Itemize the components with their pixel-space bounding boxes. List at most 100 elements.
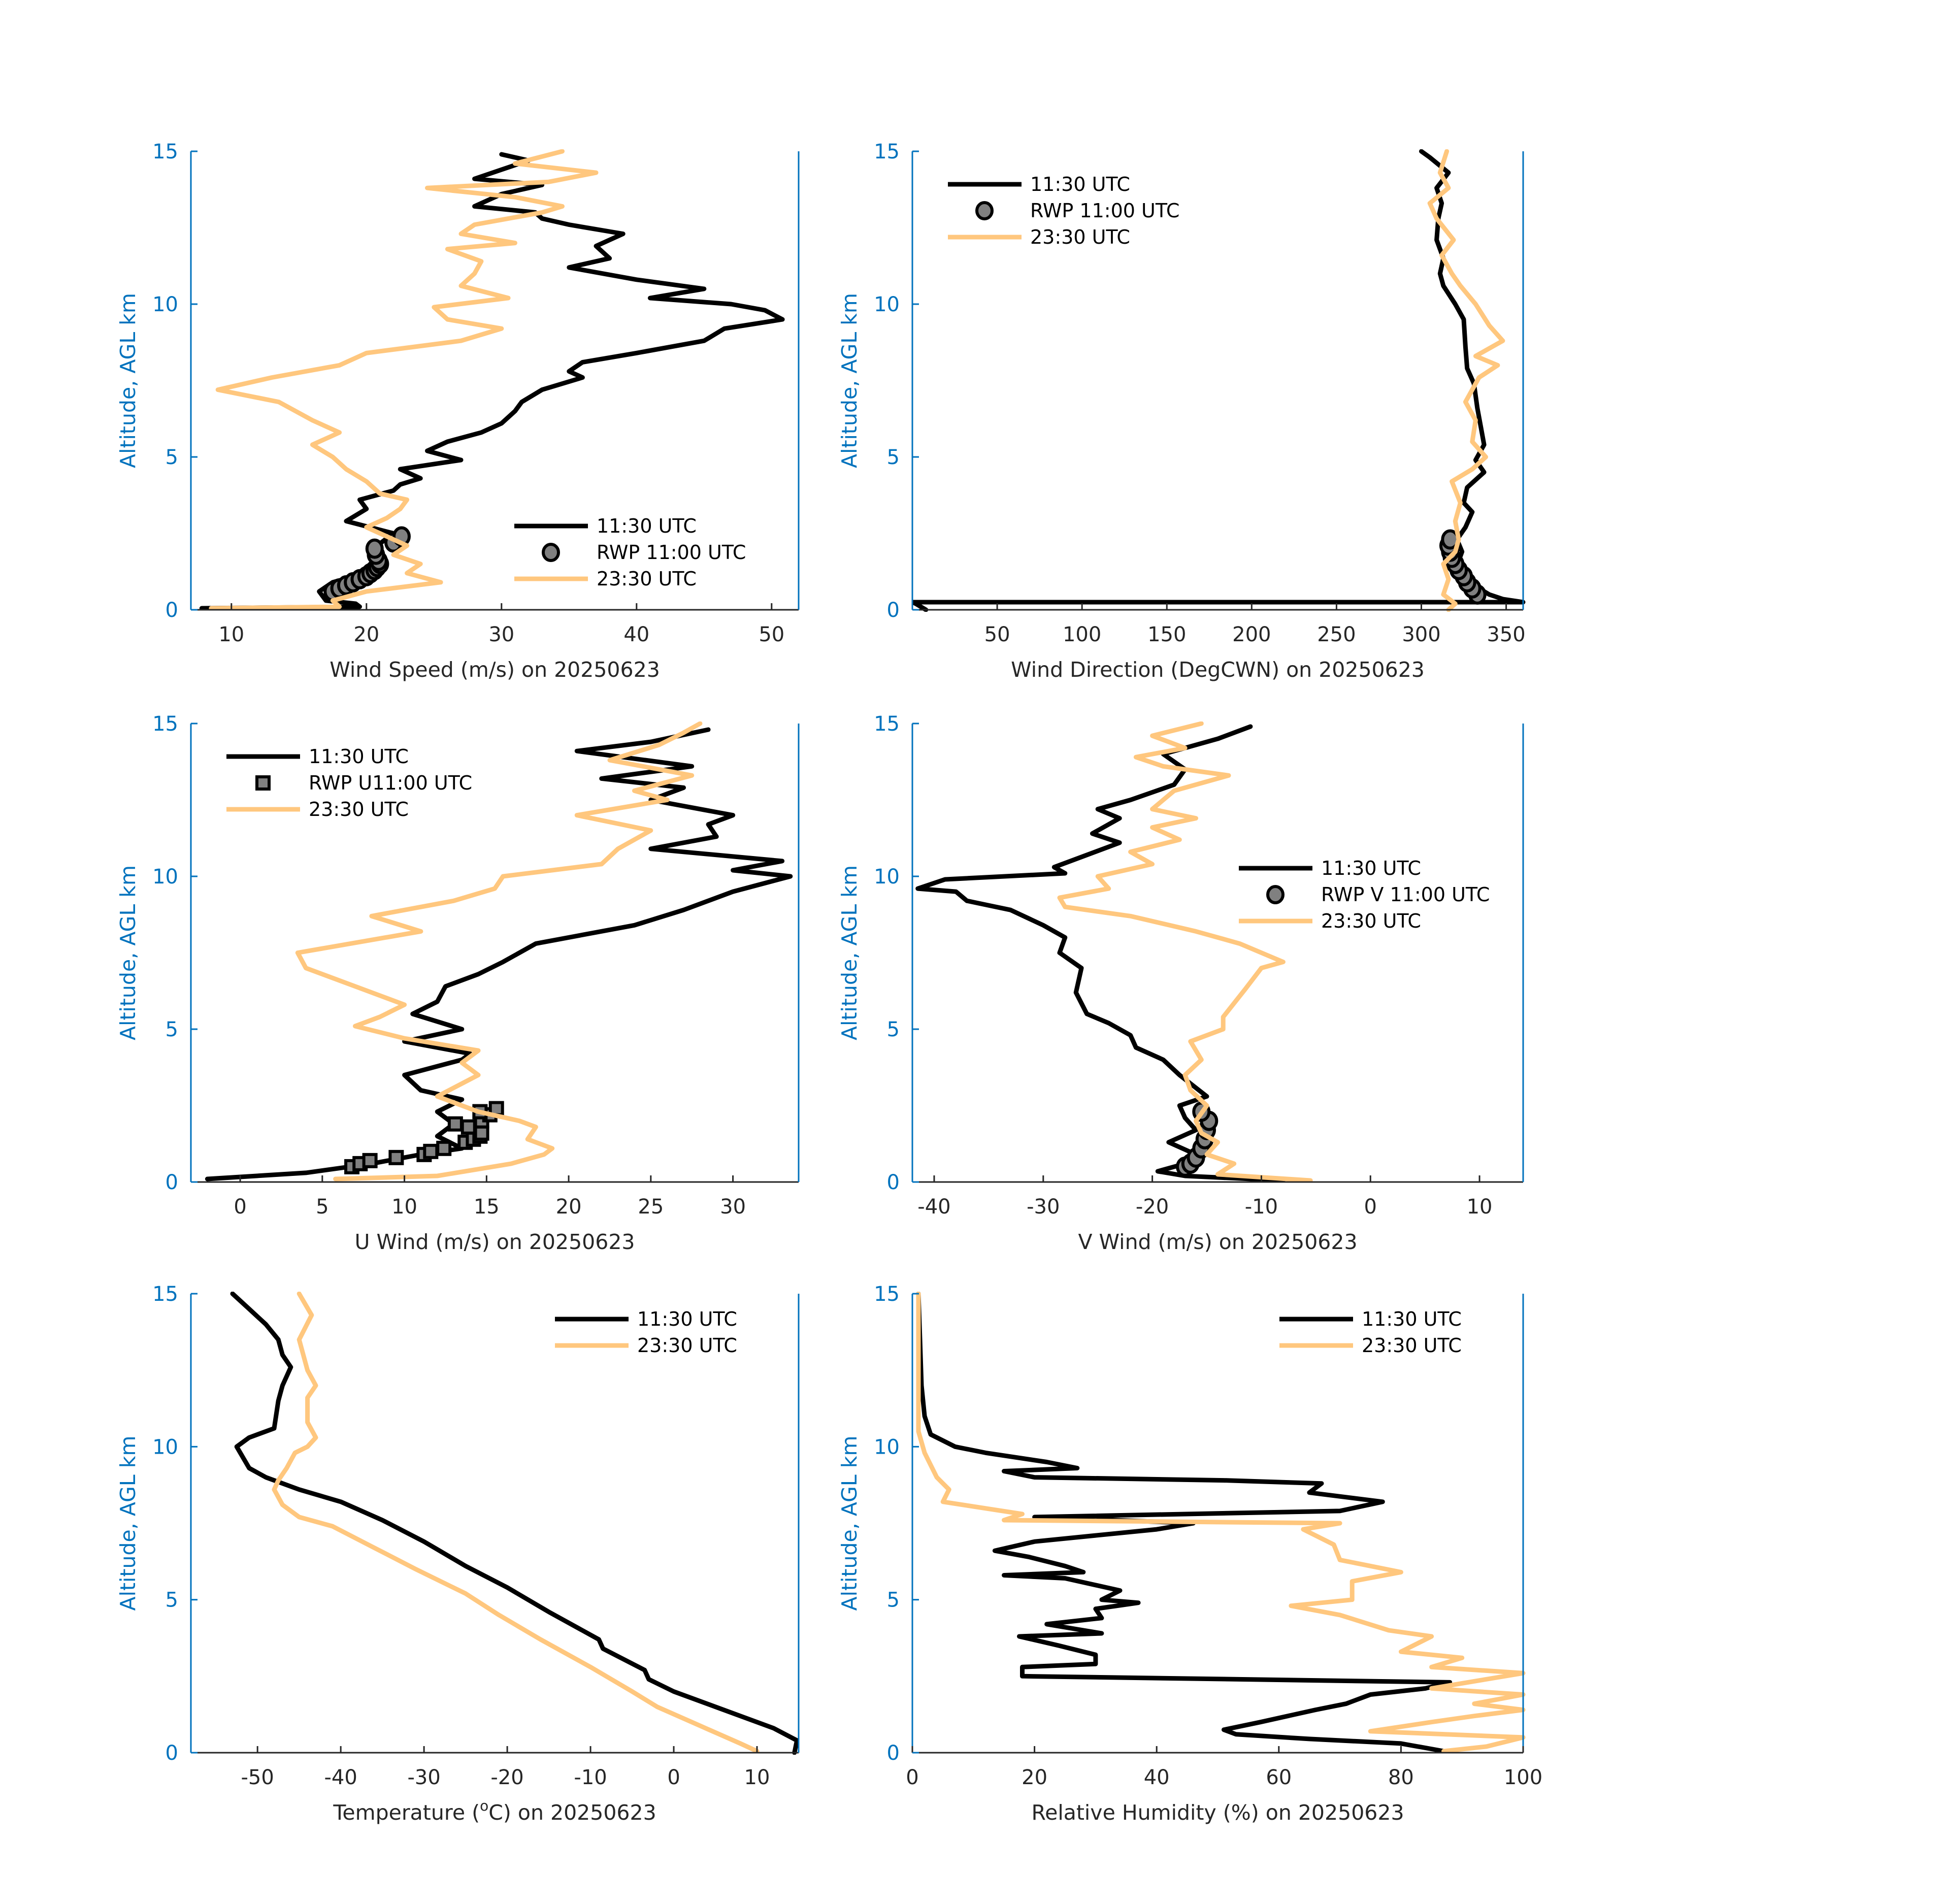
rwp-point (447, 1116, 463, 1132)
rwp-point (474, 1125, 489, 1141)
y-tick-label: 15 (152, 140, 178, 163)
x-tick-label: 10 (1467, 1195, 1493, 1219)
y-tick-label: 15 (874, 140, 900, 163)
plot-area (205, 721, 793, 1181)
y-tick-label: 5 (887, 446, 900, 469)
legend-swatch-marker (542, 543, 560, 562)
y-tick-label: 0 (166, 599, 178, 622)
legend-entry-label: 23:30 UTC (1362, 1334, 1462, 1357)
x-axis-label: Relative Humidity (%) on 20250623 (1031, 1800, 1404, 1825)
legend-entry-label: 23:30 UTC (309, 798, 409, 820)
y-tick-label: 10 (152, 1435, 178, 1459)
y-tick-label: 15 (152, 712, 178, 736)
legend: 11:30 UTC RWP U11:00 UTC 23:30 UTC (226, 745, 472, 820)
y-tick-label: 5 (166, 446, 178, 469)
series-line-23-30-utc (1427, 149, 1505, 612)
series-line-23-30-utc (209, 149, 599, 611)
x-tick-label: 100 (1063, 623, 1101, 646)
legend: 11:30 UTC RWP V 11:00 UTC 23:30 UTC (1239, 857, 1490, 932)
legend-entry-label: 11:30 UTC (597, 515, 697, 537)
x-tick-label: 300 (1402, 623, 1440, 646)
y-tick-label: 0 (887, 1171, 900, 1194)
y-tick-label: 5 (166, 1589, 178, 1612)
y-tick-label: 0 (887, 1742, 900, 1765)
y-tick-label: 10 (874, 293, 900, 316)
x-tick-label: 0 (906, 1766, 918, 1789)
x-tick-label: -20 (1136, 1195, 1169, 1219)
legend: 11:30 UTC RWP 11:00 UTC 23:30 UTC (514, 515, 746, 590)
x-tick-label: 5 (316, 1195, 328, 1219)
y-tick-label: 15 (874, 712, 900, 736)
legend-swatch-marker (1266, 885, 1285, 904)
legend-entry-label: 11:30 UTC (309, 745, 409, 768)
x-tick-label: 40 (1144, 1766, 1170, 1789)
x-tick-label: 150 (1147, 623, 1186, 646)
legend-entry-label: RWP U11:00 UTC (309, 772, 472, 794)
panel-wind_direction: 50 100 150 200 250 300 350 0 5 10 15 Wind Direction… (837, 140, 1526, 682)
plot-area (230, 1292, 800, 1755)
y-axis-label: Altitude, AGL km (116, 293, 140, 468)
x-tick-label: 80 (1388, 1766, 1414, 1789)
y-tick-label: 10 (152, 293, 178, 316)
x-tick-label: 350 (1487, 623, 1525, 646)
x-tick-label: 10 (744, 1766, 770, 1789)
legend-entry-label: 23:30 UTC (637, 1334, 737, 1357)
legend: 11:30 UTC 23:30 UTC (555, 1308, 737, 1357)
y-tick-label: 15 (874, 1283, 900, 1306)
y-axis-label: Altitude, AGL km (837, 865, 862, 1040)
series-line-11-30-utc (916, 1292, 1453, 1754)
legend-entry-label: RWP 11:00 UTC (597, 541, 746, 564)
x-tick-label: 0 (667, 1766, 680, 1789)
y-tick-label: 10 (874, 1435, 900, 1459)
rwp-point (362, 1153, 378, 1168)
x-axis-label: Wind Speed (m/s) on 20250623 (330, 658, 660, 682)
y-tick-label: 10 (874, 865, 900, 889)
x-tick-label: -40 (324, 1766, 357, 1789)
plot-area (916, 1292, 1526, 1754)
series-line-23-30-utc (295, 721, 703, 1181)
x-axis-label: V Wind (m/s) on 20250623 (1078, 1230, 1357, 1254)
y-tick-label: 5 (166, 1018, 178, 1041)
x-tick-label: 30 (720, 1195, 746, 1219)
y-axis-label: Altitude, AGL km (116, 865, 140, 1040)
x-tick-label: 20 (556, 1195, 582, 1219)
x-tick-label: -40 (917, 1195, 950, 1219)
y-tick-label: 5 (887, 1589, 900, 1612)
x-tick-label: -10 (1245, 1195, 1278, 1219)
x-tick-label: 15 (474, 1195, 500, 1219)
x-axis-label: Wind Direction (DegCWN) on 20250623 (1011, 658, 1425, 682)
plot-area (912, 149, 1526, 612)
x-tick-label: 40 (623, 623, 649, 646)
panel-u_wind: 0 5 10 15 20 25 30 0 5 10 15 U Wind (m/s) on 202506… (116, 712, 800, 1254)
y-axis-label: Altitude, AGL km (837, 293, 862, 468)
x-tick-label: 30 (488, 623, 514, 646)
plot-area (199, 149, 785, 611)
legend-entry-label: RWP V 11:00 UTC (1321, 883, 1490, 906)
rwp-point (436, 1140, 452, 1156)
y-tick-label: 0 (166, 1171, 178, 1194)
rwp-point (365, 538, 384, 559)
x-tick-label: 50 (759, 623, 784, 646)
series-line-23-30-utc (272, 1292, 760, 1754)
x-tick-label: 10 (391, 1195, 417, 1219)
x-axis-label: Temperature (oC) on 20250623 (333, 1797, 656, 1825)
x-tick-label: -50 (241, 1766, 274, 1789)
y-axis-label: Altitude, AGL km (116, 1436, 140, 1611)
x-tick-label: 20 (1022, 1766, 1047, 1789)
plot-area (915, 721, 1313, 1183)
x-tick-label: 50 (984, 623, 1010, 646)
legend-entry-label: 11:30 UTC (637, 1308, 737, 1330)
x-tick-label: -30 (1027, 1195, 1060, 1219)
x-tick-label: 20 (353, 623, 379, 646)
x-tick-label: 200 (1232, 623, 1271, 646)
panel-temperature: -50 -40 -30 -20 -10 0 10 0 5 10 15 Temperature (oC)… (116, 1283, 800, 1825)
x-tick-label: 60 (1266, 1766, 1292, 1789)
legend-entry-label: 23:30 UTC (1321, 910, 1421, 932)
x-tick-label: -30 (407, 1766, 440, 1789)
series-line-23-30-utc (1057, 721, 1313, 1183)
x-tick-label: 100 (1504, 1766, 1542, 1789)
legend: 11:30 UTC RWP 11:00 UTC 23:30 UTC (948, 173, 1179, 248)
y-axis-label: Altitude, AGL km (837, 1436, 862, 1611)
series-line-11-30-utc (230, 1292, 800, 1755)
